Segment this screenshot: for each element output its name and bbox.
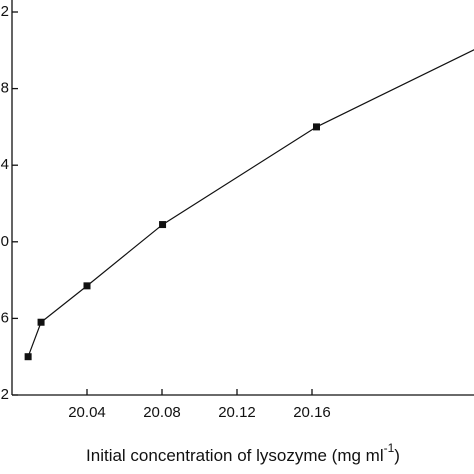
data-point: [24, 353, 32, 361]
plot-area: [24, 49, 474, 361]
y-tick-label: 0: [1, 233, 9, 250]
x-axis-label-close: ): [394, 446, 400, 465]
y-tick-label: 6: [1, 309, 9, 326]
x-tick-label: 20.16: [293, 404, 331, 421]
y-tick-label: 2: [1, 3, 9, 20]
data-point: [159, 221, 167, 229]
data-point: [83, 282, 91, 290]
x-axis-label: Initial concentration of lysozyme (mg ml…: [86, 441, 400, 465]
x-tick-label: 20.12: [218, 404, 256, 421]
y-tick-label: 4: [1, 156, 9, 173]
x-axis-label-superscript: -1: [384, 441, 395, 455]
y-tick-label: 2: [1, 386, 9, 403]
data-line: [27, 49, 474, 357]
data-point: [313, 123, 320, 131]
data-point: [37, 318, 45, 326]
y-tick-label: 8: [1, 80, 9, 97]
x-axis-label-text: Initial concentration of lysozyme (mg ml: [86, 446, 384, 465]
x-tick-label: 20.08: [143, 404, 181, 421]
x-tick-label: 20.04: [68, 404, 106, 421]
